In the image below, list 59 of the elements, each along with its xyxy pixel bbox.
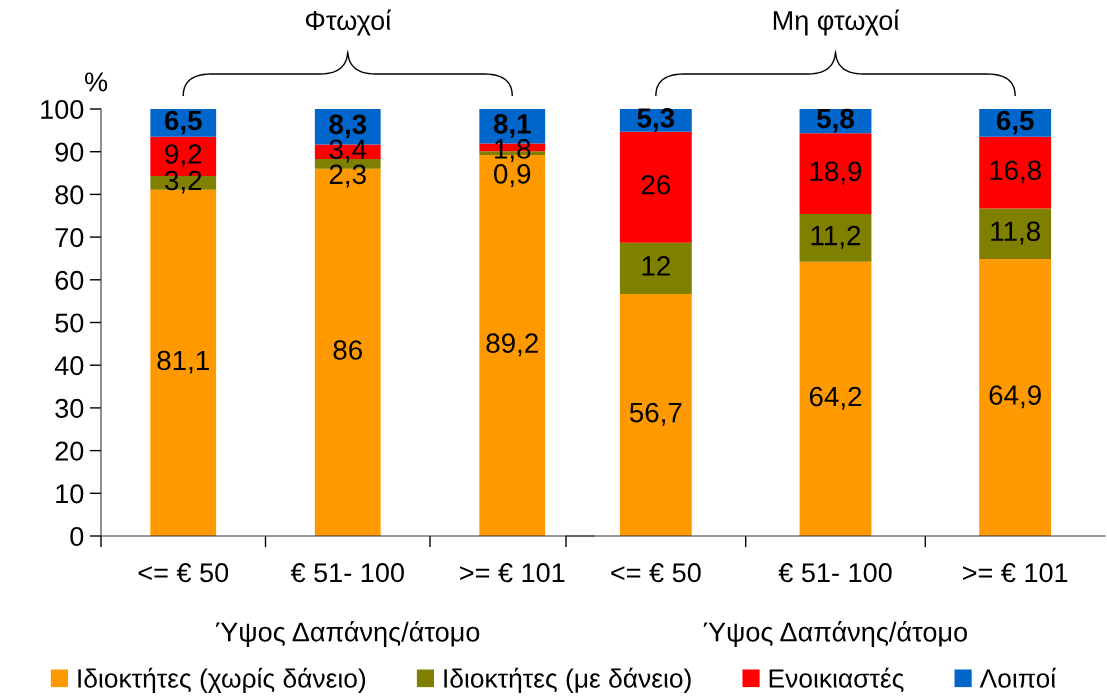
bar (979, 136, 1052, 209)
data-label: 2,3 (329, 164, 366, 188)
data-label: 5,3 (637, 108, 675, 132)
x-axis-title: Ύψος Δαπάνης/άτομο (215, 620, 480, 647)
data-label: 26 (641, 174, 671, 195)
bar (799, 214, 872, 262)
y-tick-label: 30 (55, 398, 84, 418)
data-label: 64,2 (809, 386, 862, 410)
y-tick-label: 50 (55, 313, 84, 333)
data-label: 9,2 (165, 144, 202, 168)
data-label: 0,9 (494, 164, 531, 188)
data-label: 5,8 (817, 108, 854, 133)
x-tick-label: € 51- 100 (778, 563, 892, 583)
bar (619, 293, 692, 536)
data-label: 11,8 (991, 221, 1040, 245)
chart-title: Μη φτωχοί (773, 9, 900, 36)
data-label: 64,9 (989, 385, 1041, 409)
y-tick-label: 70 (55, 228, 84, 248)
bar (979, 258, 1052, 536)
legend-label: Ενοικιαστές (769, 667, 904, 693)
bar (619, 242, 692, 294)
y-tick-label: 60 (55, 270, 84, 290)
data-label: 6,5 (164, 110, 202, 135)
y-tick-label: 90 (55, 142, 84, 162)
x-tick-label: € 51- 100 (290, 563, 404, 583)
y-tick-label: 0 (70, 526, 84, 547)
bar (799, 261, 872, 536)
chart-title: Φτωχοί (305, 9, 391, 36)
data-label: 3,2 (165, 170, 202, 194)
x-tick-label: >= € 101 (963, 563, 1068, 583)
data-label: 6,5 (996, 110, 1034, 135)
x-tick-label: >= € 101 (460, 563, 565, 583)
data-label: 18,9 (810, 161, 862, 185)
y-tick-label: 40 (54, 356, 84, 376)
data-label: 8,1 (493, 114, 531, 138)
legend-label: Ιδιοκτήτες (χωρίς δάνειο) (78, 667, 366, 694)
data-label: 3,4 (329, 139, 367, 163)
legend-label: Λοιποί (979, 667, 1056, 688)
data-label: 16,8 (990, 160, 1041, 184)
x-tick-label: <= € 50 (138, 563, 229, 583)
data-label: 11,2 (811, 225, 861, 249)
bar (979, 208, 1052, 259)
x-tick-label: <= € 50 (611, 563, 701, 583)
data-label: 86 (333, 340, 362, 360)
x-axis-title: Ύψος Δαπάνης/άτομο (703, 620, 967, 647)
bar (799, 133, 872, 215)
legend-label: Ιδιοκτήτες (με δάνειο) (444, 667, 691, 694)
y-tick-label: 10 (56, 484, 84, 504)
data-label: 8,3 (329, 114, 367, 139)
bar (619, 131, 692, 243)
data-label: 56,7 (629, 402, 682, 426)
data-label: 81,1 (157, 350, 209, 374)
y-axis-title: % (84, 72, 108, 92)
data-label: 1,8 (495, 139, 531, 163)
y-tick-label: 80 (55, 185, 84, 205)
y-tick-label: 100 (41, 99, 84, 120)
y-tick-label: 20 (55, 441, 84, 461)
data-label: 89,2 (486, 333, 538, 357)
data-label: 12 (642, 256, 670, 276)
